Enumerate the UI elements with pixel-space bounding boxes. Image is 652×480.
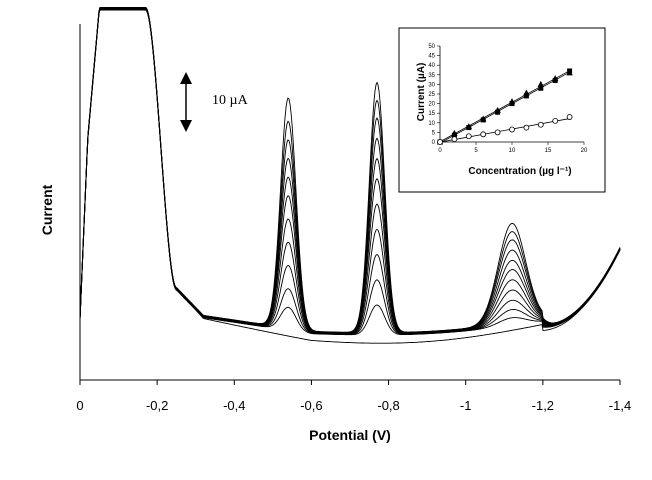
inset-point-square [552, 78, 558, 84]
inset-point-square [523, 93, 529, 99]
inset-x-tick-label: 0 [438, 148, 442, 154]
inset-y-tick-label: 0 [432, 140, 436, 146]
inset-y-tick-label: 25 [428, 92, 435, 98]
main-x-tick-label: -1,2 [532, 398, 554, 413]
inset-point-circle [451, 136, 458, 143]
inset-y-tick-label: 5 [432, 130, 436, 136]
inset-y-tick-label: 15 [428, 111, 435, 117]
inset-y-tick-label: 30 [428, 82, 435, 88]
main-x-tick-label: -0,8 [377, 398, 399, 413]
inset-y-tick-label: 20 [428, 102, 435, 108]
main-x-tick-label: -0,4 [223, 398, 245, 413]
inset-point-square [509, 101, 515, 107]
inset-point-circle [537, 121, 544, 128]
main-x-tick-label: -0,2 [146, 398, 168, 413]
inset-frame [398, 27, 606, 193]
inset-point-square [538, 85, 544, 91]
scale-bar: 10 µA [180, 72, 249, 132]
scale-bar-arrow-down [180, 120, 192, 132]
inset-y-tick-label: 45 [428, 54, 435, 60]
inset-axes: 0 5 10 15 20 0 5 10 15 20 25 30 35 40 45 50 [428, 44, 588, 154]
inset-point-square [451, 132, 457, 138]
inset-point-circle [480, 131, 487, 138]
inset-x-tick-label: 20 [581, 148, 588, 154]
inset-point-square [466, 125, 472, 131]
inset-point-circle [437, 139, 443, 145]
scale-bar-arrow-up [180, 72, 192, 84]
voltammetric-curve [79, 6, 621, 333]
inset-point-circle [494, 129, 501, 136]
inset-y-tick-label: 10 [428, 121, 435, 127]
main-x-tick-label: 0 [76, 398, 83, 413]
inset-fit-line [439, 71, 570, 144]
inset-plot: 0 5 10 15 20 0 5 10 15 20 25 30 35 40 45 50 Concentrati… [398, 27, 606, 193]
main-x-ticks: 0 -0,2 -0,4 -0,6 -0,8 -1 -1,2 -1,4 [76, 380, 631, 413]
inset-x-tick-label: 10 [509, 148, 516, 154]
inset-point-triangle [537, 80, 544, 87]
inset-x-tick-label: 15 [545, 148, 552, 154]
inset-fit-line [439, 70, 570, 143]
inset-x-tick-label: 5 [474, 148, 478, 154]
main-plot: 0 -0,2 -0,4 -0,6 -0,8 -1 -1,2 -1,4 Potential (V… [39, 6, 631, 443]
inset-series [436, 68, 573, 145]
inset-fit-line [439, 118, 570, 143]
inset-y-tick-label: 50 [428, 44, 435, 50]
inset-y-axis-title: Current (µA) [416, 63, 427, 122]
inset-y-tick-label: 35 [428, 73, 435, 79]
inset-y-tick-label: 40 [428, 63, 435, 69]
voltammetric-curves [79, 6, 621, 344]
inset-point-circle [523, 124, 530, 131]
inset-point-square [495, 109, 501, 115]
inset-point-square [480, 117, 486, 123]
main-x-tick-label: -0,6 [300, 398, 322, 413]
main-x-axis-title: Potential (V) [309, 427, 391, 443]
inset-point-circle [566, 114, 573, 120]
inset-point-circle [465, 133, 472, 140]
main-y-axis-title: Current [39, 184, 55, 235]
inset-point-circle [552, 117, 559, 124]
inset-point-square [567, 68, 573, 74]
inset-point-circle [509, 126, 515, 133]
main-x-tick-label: -1 [460, 398, 472, 413]
scale-bar-label: 10 µA [212, 93, 249, 108]
main-x-tick-label: -1,4 [609, 398, 631, 413]
inset-x-axis-title: Concentration (µg l⁻¹) [468, 166, 571, 177]
